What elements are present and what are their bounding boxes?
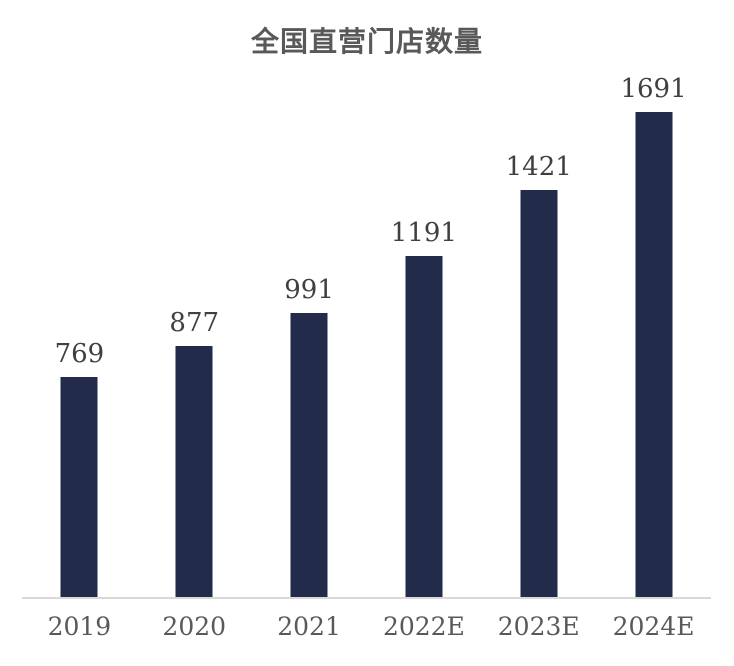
- bar-column-2021: 991: [252, 80, 367, 598]
- bar-value-label-2024E: 1691: [620, 74, 687, 104]
- bar-column-2020: 877: [137, 80, 252, 598]
- bar-column-2024E: 1691: [596, 76, 711, 598]
- chart-title: 全国直营门店数量: [250, 26, 483, 57]
- bar-value-label-2021: 991: [284, 275, 334, 305]
- bar-2022E: [405, 256, 443, 598]
- x-axis-line: [22, 597, 711, 599]
- x-tick-label-2021: 2021: [277, 612, 341, 641]
- bar-value-label-2023E: 1421: [505, 152, 572, 182]
- x-axis-tick-labels: 2019 2020 2021 2022E 2023E 2024E: [22, 612, 711, 642]
- bar-2021: [290, 313, 328, 598]
- x-tick-label-2024E: 2024E: [612, 612, 695, 641]
- x-tick-label-2020: 2020: [162, 612, 227, 641]
- x-tick-label-2023E: 2023E: [497, 612, 580, 641]
- x-tick-label-2022E: 2022E: [382, 612, 465, 641]
- bar-column-2023E: 1421: [481, 80, 596, 598]
- bar-2020: [175, 346, 213, 598]
- bar-value-label-2019: 769: [54, 339, 105, 369]
- x-tick-label-2019: 2019: [47, 612, 112, 641]
- bar-column-2022E: 1191: [366, 80, 481, 598]
- bar-2024E: [635, 112, 673, 598]
- bar-value-label-2022E: 1191: [390, 218, 457, 248]
- plot-area: 769 877 991 1191 1421 1691: [22, 76, 711, 598]
- bar-value-label-2020: 877: [169, 308, 220, 338]
- bar-2019: [60, 377, 98, 598]
- bar-2023E: [520, 190, 558, 598]
- bar-column-2019: 769: [22, 80, 137, 598]
